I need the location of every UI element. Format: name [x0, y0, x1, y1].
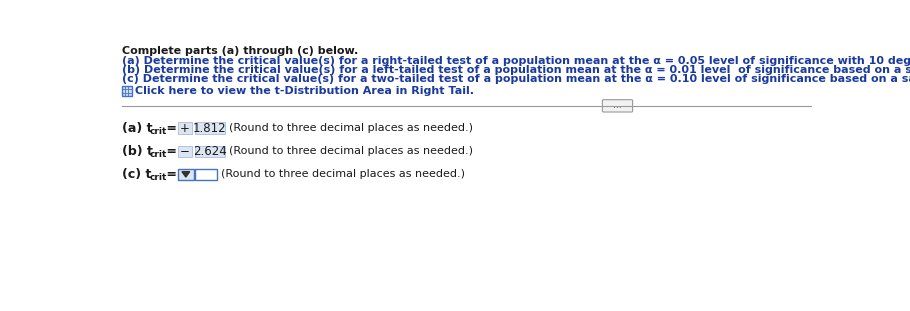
Text: (b) t: (b) t	[122, 145, 152, 158]
Text: Complete parts (a) through (c) below.: Complete parts (a) through (c) below.	[122, 46, 358, 56]
FancyBboxPatch shape	[195, 146, 225, 157]
FancyBboxPatch shape	[178, 123, 192, 134]
Text: =: =	[162, 122, 181, 135]
Text: (a) t: (a) t	[122, 122, 152, 135]
FancyBboxPatch shape	[178, 146, 192, 157]
Text: ...: ...	[613, 101, 622, 110]
Text: =: =	[162, 168, 181, 181]
Text: (b) Determine the critical value(s) for a left-tailed test of a population mean : (b) Determine the critical value(s) for …	[122, 65, 910, 75]
FancyBboxPatch shape	[602, 100, 632, 112]
FancyBboxPatch shape	[122, 86, 132, 96]
Text: (Round to three decimal places as needed.): (Round to three decimal places as needed…	[229, 146, 473, 156]
Text: 1.812: 1.812	[193, 122, 227, 135]
Text: =: =	[162, 145, 181, 158]
Polygon shape	[182, 172, 189, 177]
Text: (Round to three decimal places as needed.): (Round to three decimal places as needed…	[229, 123, 473, 133]
Text: (c) Determine the critical value(s) for a two-tailed test of a population mean a: (c) Determine the critical value(s) for …	[122, 74, 910, 84]
Text: (c) t: (c) t	[122, 168, 151, 181]
Text: −: −	[180, 145, 190, 158]
FancyBboxPatch shape	[178, 169, 194, 180]
Text: (Round to three decimal places as needed.): (Round to three decimal places as needed…	[221, 169, 466, 179]
FancyBboxPatch shape	[195, 123, 225, 134]
Text: 2.624: 2.624	[193, 145, 227, 158]
Text: crit: crit	[149, 173, 167, 182]
Text: +: +	[180, 122, 190, 135]
Text: crit: crit	[149, 150, 167, 159]
Text: Click here to view the t-Distribution Area in Right Tail.: Click here to view the t-Distribution Ar…	[136, 86, 474, 96]
Text: crit: crit	[149, 127, 167, 136]
FancyBboxPatch shape	[195, 169, 217, 180]
Text: (a) Determine the critical value(s) for a right-tailed test of a population mean: (a) Determine the critical value(s) for …	[122, 56, 910, 66]
